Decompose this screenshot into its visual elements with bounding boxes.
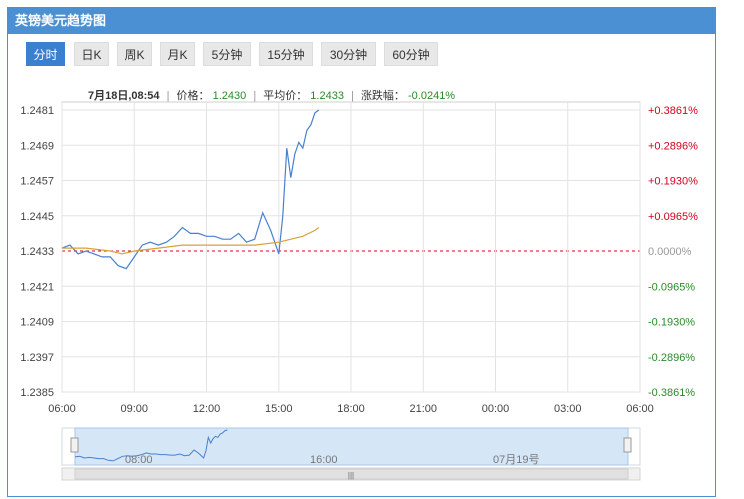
- navigator-series: [74, 429, 228, 462]
- y-tick-label: 1.2409: [20, 317, 54, 329]
- y-right-tick-label: -0.0965%: [648, 281, 695, 293]
- info-change-label: 涨跌幅：: [361, 88, 405, 102]
- x-tick-label: 12:00: [193, 403, 221, 415]
- y-right-tick-label: +0.0965%: [648, 211, 698, 223]
- chart-panel: 英镑美元趋势图: [7, 7, 716, 497]
- y-axis-right: +0.3861% +0.2896% +0.1930% +0.0965% 0.0000% -…: [648, 105, 698, 399]
- info-sep-2: |: [253, 90, 256, 102]
- y-right-tick-label: -0.3861%: [648, 387, 695, 399]
- y-tick-label: 1.2445: [20, 211, 54, 223]
- tab-daily-k[interactable]: 日K: [74, 42, 109, 66]
- x-tick-label: 00:00: [482, 403, 510, 415]
- tab-monthly-k[interactable]: 月K: [160, 42, 195, 66]
- tab-60min[interactable]: 60分钟: [384, 42, 438, 66]
- x-axis: 06:00 09:00 12:00 15:00 18:00 21:00 00:00 03:00…: [48, 403, 654, 415]
- navigator-label-0800: 08:00: [125, 454, 153, 466]
- grid: [61, 101, 641, 393]
- info-sep-1: |: [167, 90, 170, 102]
- y-tick-label: 1.2469: [20, 140, 54, 152]
- navigator-window[interactable]: [74, 427, 629, 466]
- tab-15min[interactable]: 15分钟: [259, 42, 313, 66]
- x-tick-label: 06:00: [626, 403, 654, 415]
- x-tick-label: 06:00: [48, 403, 76, 415]
- y-right-tick-label: -0.1930%: [648, 317, 695, 329]
- x-tick-label: 15:00: [265, 403, 293, 415]
- info-time: 7月18日,08:54: [88, 89, 160, 102]
- x-tick-label: 09:00: [120, 403, 148, 415]
- info-price: 1.2430: [213, 90, 247, 102]
- y-tick-label: 1.2385: [20, 387, 54, 399]
- navigator-label-1600: 16:00: [310, 454, 338, 466]
- panel-title: 英镑美元趋势图: [8, 8, 715, 34]
- navigator[interactable]: 08:00 16:00 07月19号 |||: [61, 427, 641, 481]
- navigator-label-0719: 07月19号: [493, 453, 539, 466]
- info-line: 7月18日,08:54 | 价格： 1.2430 | 平均价： 1.2433 |…: [88, 88, 455, 102]
- y-tick-label: 1.2421: [20, 281, 54, 293]
- navigator-right-handle[interactable]: [623, 437, 632, 453]
- info-price-label: 价格：: [177, 88, 210, 102]
- y-tick-label: 1.2481: [20, 105, 54, 117]
- y-right-tick-label: +0.3861%: [648, 105, 698, 117]
- y-tick-label: 1.2433: [20, 246, 54, 258]
- x-tick-label: 03:00: [554, 403, 582, 415]
- y-right-tick-label: +0.1930%: [648, 176, 698, 188]
- y-tick-label: 1.2457: [20, 176, 54, 188]
- y-axis-left: 1.2481 1.2469 1.2457 1.2445 1.2433 1.2421 1.24…: [20, 105, 54, 399]
- y-right-tick-label: -0.2896%: [648, 352, 695, 364]
- info-avg-label: 平均价：: [263, 89, 307, 102]
- tab-weekly-k[interactable]: 周K: [117, 42, 152, 66]
- navigator-left-handle[interactable]: [70, 437, 79, 453]
- y-right-tick-label: 0.0000%: [648, 246, 692, 258]
- scrollbar-grip-icon: |||: [348, 471, 354, 480]
- y-tick-label: 1.2397: [20, 352, 54, 364]
- info-avg: 1.2433: [310, 90, 344, 102]
- tab-30min[interactable]: 30分钟: [321, 42, 376, 66]
- price-line: [61, 109, 320, 270]
- info-sep-3: |: [351, 90, 354, 102]
- tab-5min[interactable]: 5分钟: [203, 42, 251, 66]
- tab-intraday[interactable]: 分时: [26, 42, 65, 66]
- y-right-tick-label: +0.2896%: [648, 140, 698, 152]
- scrollbar-thumb[interactable]: [74, 468, 629, 480]
- x-tick-label: 21:00: [409, 403, 437, 415]
- info-change: -0.0241%: [408, 90, 455, 102]
- series-layer: [61, 109, 320, 270]
- avg-line: [62, 227, 320, 255]
- x-tick-label: 18:00: [337, 403, 365, 415]
